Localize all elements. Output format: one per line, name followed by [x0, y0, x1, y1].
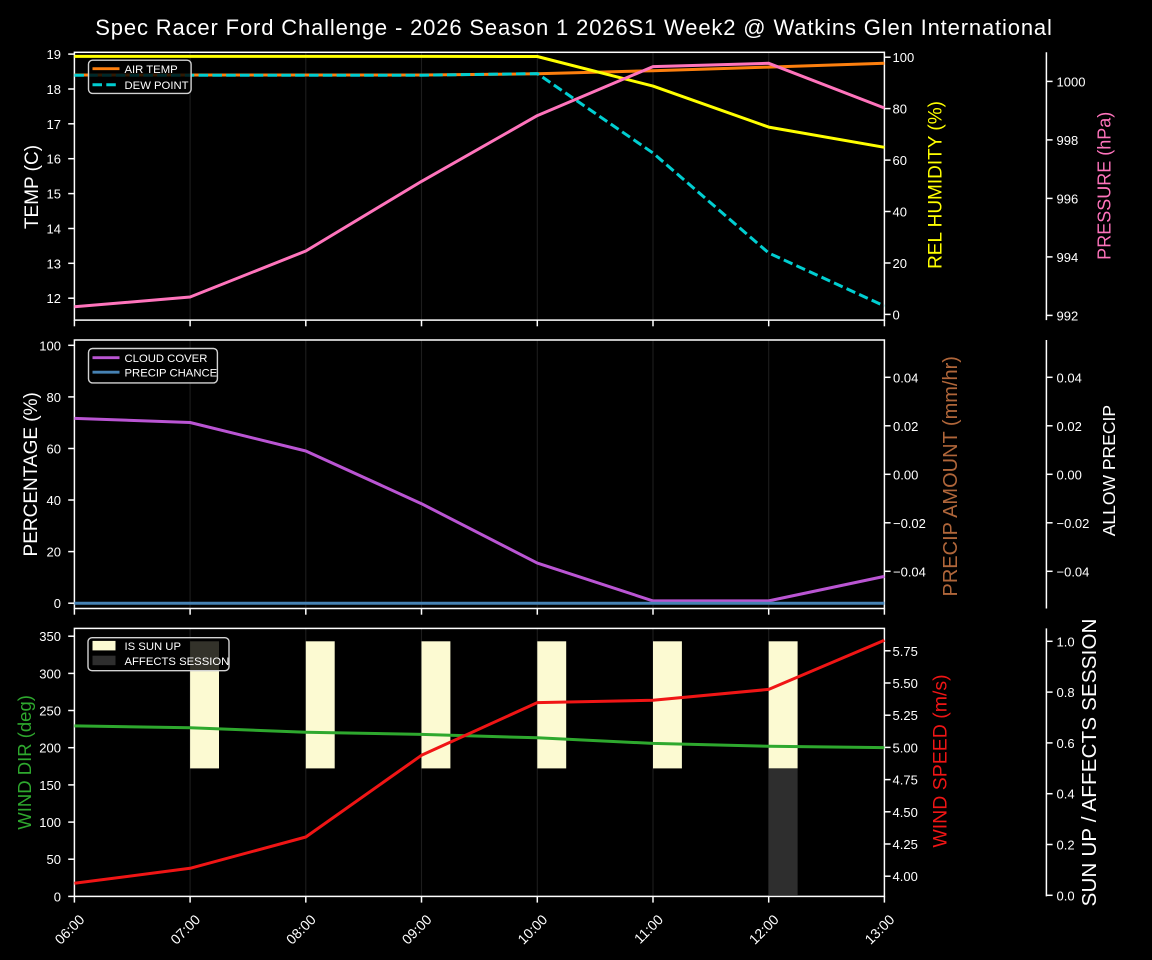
- svg-text:0.00: 0.00: [1057, 467, 1082, 482]
- svg-text:16: 16: [47, 152, 61, 167]
- svg-text:18: 18: [47, 82, 61, 97]
- svg-text:80: 80: [47, 390, 61, 405]
- svg-text:150: 150: [39, 778, 61, 793]
- svg-text:12: 12: [47, 291, 61, 306]
- svg-text:CLOUD COVER: CLOUD COVER: [125, 353, 208, 365]
- svg-text:350: 350: [39, 629, 61, 644]
- svg-text:80: 80: [893, 102, 907, 117]
- svg-text:1000: 1000: [1057, 74, 1086, 89]
- svg-text:19: 19: [47, 47, 61, 62]
- svg-text:IS SUN UP: IS SUN UP: [125, 641, 182, 653]
- svg-text:SUN UP / AFFECTS SESSION: SUN UP / AFFECTS SESSION: [1078, 618, 1101, 906]
- svg-text:WIND DIR (deg): WIND DIR (deg): [14, 695, 35, 830]
- svg-text:4.25: 4.25: [893, 837, 918, 852]
- svg-text:−0.04: −0.04: [893, 564, 926, 579]
- svg-text:0.00: 0.00: [893, 467, 918, 482]
- svg-text:0.8: 0.8: [1057, 685, 1075, 700]
- svg-text:1.0: 1.0: [1057, 634, 1075, 649]
- svg-text:17: 17: [47, 117, 61, 132]
- svg-text:60: 60: [893, 153, 907, 168]
- svg-text:0.04: 0.04: [1057, 370, 1082, 385]
- svg-text:996: 996: [1057, 191, 1079, 206]
- svg-text:0.02: 0.02: [893, 419, 918, 434]
- svg-text:4.00: 4.00: [893, 869, 918, 884]
- svg-text:998: 998: [1057, 133, 1079, 148]
- svg-text:14: 14: [47, 222, 61, 237]
- svg-text:ALLOW PRECIP: ALLOW PRECIP: [1099, 405, 1119, 536]
- svg-text:100: 100: [39, 338, 61, 353]
- svg-text:5.50: 5.50: [893, 676, 918, 691]
- svg-text:WIND SPEED (m/s): WIND SPEED (m/s): [930, 674, 952, 847]
- svg-text:AFFECTS SESSION: AFFECTS SESSION: [125, 656, 230, 668]
- svg-text:Spec Racer Ford Challenge - 20: Spec Racer Ford Challenge - 2026 Season …: [95, 15, 1053, 40]
- svg-text:DEW POINT: DEW POINT: [125, 80, 189, 92]
- svg-text:PRESSURE (hPa): PRESSURE (hPa): [1094, 112, 1114, 260]
- svg-text:0.2: 0.2: [1057, 838, 1075, 853]
- svg-text:AIR TEMP: AIR TEMP: [125, 64, 178, 76]
- svg-text:5.25: 5.25: [893, 708, 918, 723]
- svg-text:0.0: 0.0: [1057, 888, 1075, 903]
- svg-text:0.4: 0.4: [1057, 787, 1075, 802]
- svg-text:200: 200: [39, 741, 61, 756]
- svg-text:5.00: 5.00: [893, 740, 918, 755]
- svg-text:60: 60: [47, 442, 61, 457]
- svg-text:0: 0: [893, 307, 900, 322]
- svg-text:REL HUMIDITY (%): REL HUMIDITY (%): [926, 101, 947, 269]
- svg-text:0: 0: [54, 596, 61, 611]
- svg-text:300: 300: [39, 666, 61, 681]
- svg-text:4.50: 4.50: [893, 805, 918, 820]
- svg-text:992: 992: [1057, 308, 1079, 323]
- svg-text:100: 100: [893, 50, 915, 65]
- svg-text:50: 50: [47, 852, 61, 867]
- svg-text:−0.02: −0.02: [1057, 516, 1090, 531]
- svg-text:994: 994: [1057, 250, 1079, 265]
- svg-text:0.04: 0.04: [893, 370, 918, 385]
- svg-text:0: 0: [54, 889, 61, 904]
- svg-text:15: 15: [47, 187, 61, 202]
- svg-text:PRECIP AMOUNT (mm/hr): PRECIP AMOUNT (mm/hr): [940, 356, 962, 596]
- svg-text:250: 250: [39, 704, 61, 719]
- svg-text:5.75: 5.75: [893, 644, 918, 659]
- svg-text:4.75: 4.75: [893, 773, 918, 788]
- svg-text:PERCENTAGE (%): PERCENTAGE (%): [21, 392, 42, 556]
- svg-text:−0.04: −0.04: [1057, 564, 1090, 579]
- svg-text:PRECIP CHANCE: PRECIP CHANCE: [125, 367, 218, 379]
- svg-text:0.02: 0.02: [1057, 419, 1082, 434]
- svg-text:0.6: 0.6: [1057, 736, 1075, 751]
- svg-text:40: 40: [47, 493, 61, 508]
- svg-text:100: 100: [39, 815, 61, 830]
- svg-text:13: 13: [47, 256, 61, 271]
- svg-text:TEMP (C): TEMP (C): [22, 145, 43, 229]
- svg-text:40: 40: [893, 205, 907, 220]
- svg-text:20: 20: [893, 256, 907, 271]
- svg-text:−0.02: −0.02: [893, 516, 926, 531]
- svg-text:20: 20: [47, 545, 61, 560]
